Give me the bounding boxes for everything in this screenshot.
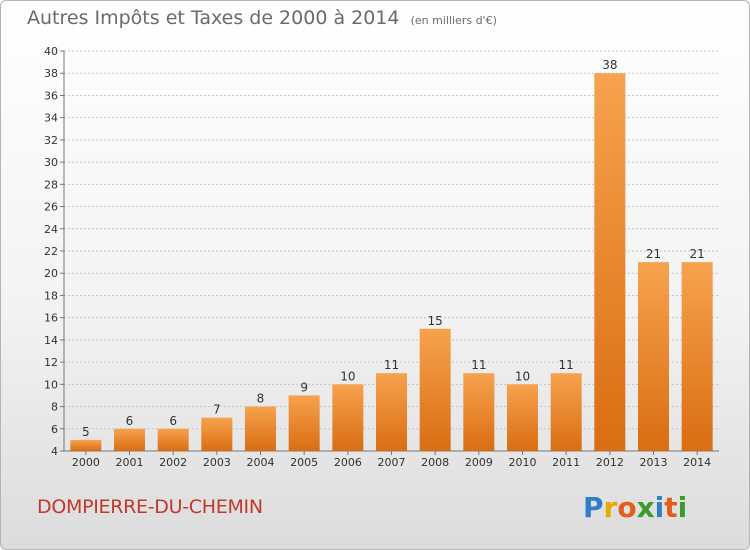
value-label-2000: 5 bbox=[82, 425, 90, 439]
value-label-2014: 21 bbox=[690, 247, 705, 261]
y-tick-label: 34 bbox=[44, 112, 58, 125]
x-tick-label-2006: 2006 bbox=[334, 456, 362, 469]
chart-title: Autres Impôts et Taxes de 2000 à 2014 (e… bbox=[27, 7, 497, 29]
bar-2005 bbox=[288, 395, 320, 451]
bar-2013 bbox=[638, 262, 669, 451]
bar-2002 bbox=[157, 428, 189, 451]
x-tick-label-2000: 2000 bbox=[72, 456, 100, 469]
y-tick-label: 32 bbox=[44, 134, 58, 147]
value-label-2003: 7 bbox=[213, 403, 221, 417]
bar-2009 bbox=[463, 373, 495, 451]
value-label-2013: 21 bbox=[646, 247, 661, 261]
y-tick-label: 4 bbox=[51, 445, 58, 458]
chart-title-main: Autres Impôts et Taxes de 2000 à 2014 bbox=[27, 7, 400, 29]
x-tick-label-2009: 2009 bbox=[465, 456, 493, 469]
x-tick-label-2013: 2013 bbox=[640, 456, 668, 469]
y-tick-label: 38 bbox=[44, 67, 58, 80]
x-tick-label-2011: 2011 bbox=[552, 456, 580, 469]
x-tick-label-2007: 2007 bbox=[378, 456, 406, 469]
y-tick-label: 8 bbox=[51, 401, 58, 414]
commune-name: DOMPIERRE-DU-CHEMIN bbox=[37, 496, 263, 518]
y-tick-label: 14 bbox=[44, 334, 58, 347]
value-label-2002: 6 bbox=[169, 414, 177, 428]
y-tick-label: 36 bbox=[44, 89, 58, 102]
bar-2008 bbox=[419, 328, 451, 451]
bar-2012 bbox=[594, 73, 626, 451]
x-tick-label-2003: 2003 bbox=[203, 456, 231, 469]
y-tick-label: 26 bbox=[44, 201, 58, 214]
y-tick-label: 6 bbox=[51, 423, 58, 436]
y-tick-label: 10 bbox=[44, 378, 58, 391]
x-tick-label-2004: 2004 bbox=[247, 456, 275, 469]
value-label-2010: 10 bbox=[515, 369, 530, 383]
value-label-2011: 11 bbox=[559, 358, 574, 372]
value-label-2012: 38 bbox=[602, 58, 617, 72]
proxiti-logo: Proxiti bbox=[583, 491, 687, 524]
value-label-2001: 6 bbox=[126, 414, 134, 428]
x-tick-label-2002: 2002 bbox=[159, 456, 187, 469]
y-tick-label: 24 bbox=[44, 223, 58, 236]
y-tick-label: 18 bbox=[44, 289, 58, 302]
x-tick-label-2014: 2014 bbox=[683, 456, 711, 469]
bar-2003 bbox=[201, 417, 233, 451]
bar-2000 bbox=[70, 439, 102, 451]
bar-2010 bbox=[507, 384, 538, 451]
y-tick-label: 28 bbox=[44, 178, 58, 191]
x-tick-label-2012: 2012 bbox=[596, 456, 624, 469]
chart-title-unit: (en milliers d'€) bbox=[410, 14, 497, 27]
bar-2006 bbox=[332, 384, 364, 451]
bar-2011 bbox=[550, 373, 582, 451]
value-label-2007: 11 bbox=[384, 358, 399, 372]
bar-2001 bbox=[114, 428, 145, 451]
bar-2014 bbox=[681, 262, 713, 451]
y-tick-label: 30 bbox=[44, 156, 58, 169]
y-tick-label: 22 bbox=[44, 245, 58, 258]
value-label-2006: 10 bbox=[340, 369, 355, 383]
y-tick-label: 40 bbox=[44, 45, 58, 58]
x-tick-label-2001: 2001 bbox=[116, 456, 144, 469]
y-tick-label: 12 bbox=[44, 356, 58, 369]
y-tick-label: 16 bbox=[44, 312, 58, 325]
value-label-2009: 11 bbox=[471, 358, 486, 372]
y-tick-label: 20 bbox=[44, 267, 58, 280]
bar-2004 bbox=[245, 406, 276, 451]
value-label-2004: 8 bbox=[257, 392, 265, 406]
x-tick-label-2005: 2005 bbox=[290, 456, 318, 469]
value-label-2008: 15 bbox=[428, 314, 443, 328]
x-tick-label-2010: 2010 bbox=[509, 456, 537, 469]
x-tick-label-2008: 2008 bbox=[421, 456, 449, 469]
brand-label: Proxiti bbox=[583, 491, 687, 524]
bar-2007 bbox=[376, 373, 407, 451]
value-label-2005: 9 bbox=[300, 380, 308, 394]
